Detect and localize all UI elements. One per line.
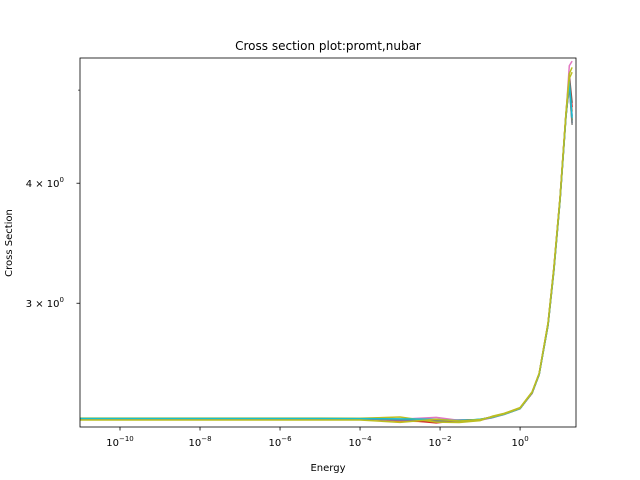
series-line-5 xyxy=(80,82,573,423)
x-tick-label-2: 10−8 xyxy=(188,435,211,449)
x-axis-ticks: 10−10 10−8 10−6 10−4 10−2 100 xyxy=(106,427,529,449)
x-axis-label: Energy xyxy=(310,463,345,474)
x-tick-label-6: 100 xyxy=(511,435,528,449)
x-tick-label-4: 10−4 xyxy=(349,435,373,449)
series-line-3 xyxy=(80,79,573,423)
series-line-9 xyxy=(80,67,573,424)
series-line-10 xyxy=(80,81,573,422)
y-tick-label-1: 3 × 100 xyxy=(26,296,64,310)
x-tick-label-1: 10−10 xyxy=(106,435,134,449)
x-tick-label-3: 10−6 xyxy=(269,435,293,449)
series-line-6 xyxy=(80,74,573,422)
series-line-2 xyxy=(80,81,573,423)
series-line-1 xyxy=(80,85,573,422)
series-line-7 xyxy=(80,60,573,422)
chart-title: Cross section plot:promt,nubar xyxy=(235,39,421,53)
series-line-11 xyxy=(80,71,573,424)
y-axis-ticks: 3 × 100 4 × 100 xyxy=(26,89,80,310)
series-line-4 xyxy=(80,77,573,424)
series-layer xyxy=(80,60,573,424)
y-axis-label: Cross Section xyxy=(4,209,15,277)
series-line-8 xyxy=(80,84,573,422)
plot-frame xyxy=(79,57,577,428)
y-tick-label-2: 4 × 100 xyxy=(26,176,64,190)
x-tick-label-5: 10−2 xyxy=(429,435,452,449)
